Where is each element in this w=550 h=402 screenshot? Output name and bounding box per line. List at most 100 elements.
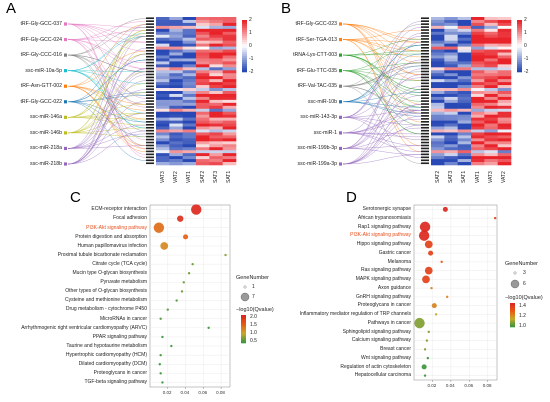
colorbar-segment [242, 70, 247, 73]
link-line [342, 132, 422, 152]
heatmap-cell [444, 135, 458, 139]
gene-tick [421, 150, 429, 153]
link-line [342, 110, 422, 118]
legend-color-segment [241, 322, 246, 324]
heatmap-cell [431, 67, 445, 71]
heatmap-cell [457, 102, 472, 107]
gene-tick [421, 97, 429, 99]
heatmap-cell [444, 70, 458, 74]
heatmap-cell [196, 25, 210, 30]
heatmap-cell [209, 58, 223, 62]
gene-tick [146, 159, 154, 162]
gene-tick [146, 126, 154, 129]
heatmap-cell [209, 28, 223, 33]
heatmap-cell [169, 19, 183, 24]
heatmap-cell [471, 46, 485, 50]
heatmap-cell [196, 31, 210, 36]
link-line [342, 101, 422, 108]
heatmap-cell [431, 58, 445, 62]
colorbar-segment [242, 20, 247, 23]
sample-label: VAT1 [186, 171, 193, 183]
heatmap-cell [431, 19, 445, 24]
heatmap-cell [497, 22, 512, 27]
heatmap-cell [444, 61, 458, 65]
colorbar-segment [242, 58, 247, 61]
gene-tick [146, 44, 154, 46]
colorbar-segment [242, 64, 247, 67]
bubble-point [419, 221, 431, 233]
heatmap-cell [471, 129, 485, 133]
heatmap-cell [497, 28, 512, 33]
heatmap-cell [497, 17, 512, 21]
heatmap-cell [457, 117, 472, 121]
bubble-point [175, 299, 178, 302]
heatmap-cell [196, 126, 210, 130]
gene-tick [421, 126, 429, 129]
link-line [342, 41, 422, 149]
heatmap-cell [196, 85, 210, 89]
pathway-label: Human papillomavirus infection [77, 242, 147, 249]
mir-label: tRNA-Lys-CTT-003 [293, 52, 337, 59]
heatmap-cell [444, 111, 458, 115]
gene-tick [421, 23, 429, 25]
sample-label: SAT3 [448, 170, 454, 183]
panel-d-gene-legend-title: GeneNumber [505, 261, 539, 267]
link-line [342, 70, 422, 81]
colorbar-segment [517, 22, 522, 25]
gene-tick [421, 147, 429, 150]
legend-color-segment [510, 325, 515, 328]
gene-tick [146, 82, 154, 85]
heatmap-cell [497, 79, 512, 83]
heatmap-cell [169, 120, 183, 124]
panel-a-label: A [6, 0, 17, 17]
heatmap-cell [457, 156, 472, 160]
heatmap-cell [444, 17, 458, 21]
gene-tick [146, 123, 154, 126]
heatmap-cell [471, 120, 485, 124]
colorbar-segment [517, 34, 522, 37]
heatmap-cell [431, 34, 445, 39]
pathway-label: Proximal tubule bicarbonate reclamation [57, 251, 147, 258]
heatmap-cell [484, 55, 498, 59]
gene-tick [421, 55, 429, 58]
heatmap-cell [156, 49, 170, 53]
mir-marker [64, 37, 67, 42]
heatmap-cell [497, 25, 512, 30]
colorbar-segment [517, 52, 522, 55]
link-line [67, 39, 147, 43]
heatmap-cell [471, 73, 485, 77]
gene-tick [146, 20, 154, 22]
heatmap-cell [156, 67, 170, 71]
x-tick-label: 0.04 [445, 383, 455, 388]
heatmap-cell [484, 40, 498, 44]
heatmap-cell [484, 156, 498, 160]
gene-tick [146, 135, 154, 138]
heatmap-cell [169, 102, 183, 107]
heatmap-cell [169, 111, 183, 115]
heatmap-cell [156, 132, 170, 136]
heatmap-cell [156, 73, 170, 77]
heatmap-cell [431, 132, 445, 136]
bubble-point [187, 272, 191, 275]
heatmap-cell [169, 159, 183, 163]
heatmap-cell [497, 102, 512, 107]
legend-size-small [243, 285, 247, 289]
heatmap-cell [222, 99, 237, 104]
heatmap-cell [169, 49, 183, 53]
heatmap-cell [497, 105, 512, 110]
heatmap-cell [444, 147, 458, 151]
heatmap-cell [169, 153, 183, 157]
link-line [342, 117, 422, 126]
heatmap-cell [209, 46, 223, 50]
heatmap-cell [209, 64, 223, 68]
heatmap-cell [484, 123, 498, 127]
heatmap-cell [457, 111, 472, 115]
link-line [67, 30, 147, 134]
heatmap-cell [182, 40, 197, 44]
link-line [342, 39, 422, 75]
heatmap-cell [444, 102, 458, 107]
heatmap-cell [497, 156, 512, 160]
heatmap-cell [196, 76, 210, 80]
gene-tick [146, 112, 154, 114]
heatmap-cell [497, 120, 512, 124]
